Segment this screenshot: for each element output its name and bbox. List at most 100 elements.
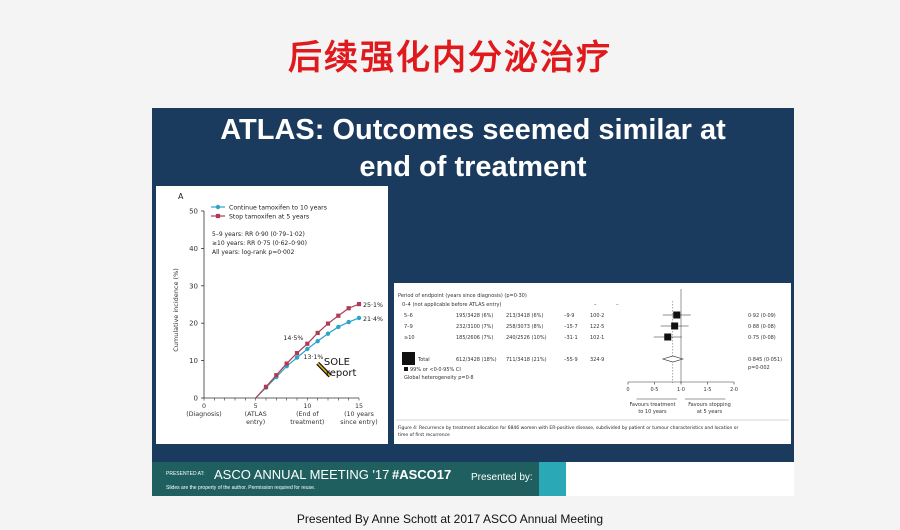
- data-point: [346, 306, 351, 311]
- ci-note-box: [404, 367, 408, 371]
- row-box: [664, 333, 672, 341]
- callout-arrow-highlight: [317, 362, 331, 377]
- total-label: Total: [417, 357, 430, 363]
- total-diamond: [661, 355, 684, 363]
- panel-label: A: [178, 192, 184, 201]
- footer-presented-by: Presented by:: [471, 472, 533, 483]
- data-point: [305, 341, 310, 346]
- data-point: [263, 384, 269, 389]
- chart-panel-a: A Cumulative incidence (%) 0 10 20 30 40 50 0(…: [156, 186, 388, 444]
- stat-line: 5–9 years: RR 0·90 (0·79–1·02): [212, 231, 305, 238]
- row-col2: 240/2526 (10%): [506, 335, 547, 341]
- row-label: 7–9: [404, 324, 413, 330]
- total-var: 324·9: [590, 357, 604, 363]
- row-rr: 0·75 (0·08): [748, 335, 776, 341]
- row-rr: 0·92 (0·09): [748, 313, 776, 319]
- y-axis-label: Cumulative incidence (%): [172, 268, 180, 352]
- favours-right-label: at 5 years: [697, 409, 723, 415]
- row-label: ≥10: [404, 335, 415, 341]
- value-annotation: 13·1%: [303, 354, 323, 361]
- total-col2: 711/3418 (21%): [506, 357, 547, 363]
- row-col1: 185/2606 (7%): [456, 335, 493, 341]
- data-point: [336, 324, 341, 330]
- chart-stats: 5–9 years: RR 0·90 (0·79–1·02) ≥10 years:…: [212, 231, 307, 256]
- footer-hashtag: #ASCO17: [392, 467, 452, 482]
- data-point: [294, 355, 300, 360]
- legend-marker: [215, 204, 221, 210]
- forest-header: Period of endpoint (years since diagnosi…: [398, 293, 527, 299]
- x-tick-label: entry): [246, 419, 265, 426]
- legend-label: Stop tamoxifen at 5 years: [229, 213, 309, 220]
- value-annotation: 21·4%: [363, 316, 383, 323]
- data-point: [315, 338, 320, 344]
- stat-line: ≥10 years: RR 0·75 (0·62–0·90): [212, 240, 307, 247]
- value-annotation: 14·5%: [283, 335, 303, 342]
- x-tick-label: (ATLAS: [245, 411, 267, 418]
- row-label: 5–6: [404, 313, 413, 319]
- x-tick-label: 0: [202, 403, 206, 410]
- x-tick-label: 15: [355, 403, 363, 410]
- bottom-caption: Presented By Anne Schott at 2017 ASCO An…: [296, 512, 604, 526]
- row-var: 102·1: [590, 335, 604, 341]
- forest-x-tick-label: 1·5: [704, 387, 712, 393]
- x-tick-label: 5: [254, 403, 258, 410]
- y-tick-label: 0: [194, 395, 198, 403]
- row-col1: 195/3428 (6%): [456, 313, 493, 319]
- forest-plot: Period of endpoint (years since diagnosi…: [396, 289, 789, 438]
- data-point: [294, 351, 300, 356]
- data-point: [315, 330, 320, 336]
- chart-annotations: 14·5% 13·1% 25·1% 21·4%: [283, 302, 383, 361]
- x-tick-label: treatment): [290, 419, 324, 426]
- total-col1: 612/3428 (18%): [456, 357, 497, 363]
- p-value: p=0·002: [748, 365, 770, 371]
- y-tick-label: 40: [189, 245, 198, 253]
- row-box: [673, 311, 681, 319]
- ci-note: 99% or <0·0·95% CI: [410, 367, 461, 373]
- row-var: 100·2: [590, 313, 604, 319]
- footer-accent: [539, 462, 567, 496]
- x-tick-label: (10 years: [344, 411, 374, 418]
- row-col2: 258/3073 (8%): [506, 324, 543, 330]
- data-point: [325, 321, 331, 326]
- data-point: [346, 319, 351, 325]
- data-point: [336, 313, 341, 318]
- slide-title-line-2: end of treatment: [359, 151, 587, 183]
- data-point: [356, 302, 362, 307]
- footer-meeting: ASCO ANNUAL MEETING '17: [214, 467, 390, 482]
- total-oe: –55·9: [564, 357, 578, 363]
- cumulative-incidence-chart: A Cumulative incidence (%) 010203040500(…: [172, 192, 383, 426]
- slide-title: ATLAS: Outcomes seemed similar at end of…: [152, 112, 794, 186]
- figure-caption: time of first recurrence: [398, 432, 450, 438]
- heterogeneity: Global heterogeneity p=0·8: [404, 375, 474, 381]
- favours-right-label: Favours stopping: [688, 402, 731, 408]
- x-tick-label: (End of: [296, 411, 319, 418]
- row-col2: 213/3418 (6%): [506, 313, 543, 319]
- forest-subheader: 0–4 (not applicable before ATLAS entry): [402, 302, 501, 308]
- legend-marker: [215, 213, 221, 219]
- stat-line: All years: log-rank p=0·002: [212, 249, 295, 256]
- forest-x-tick-label: 0·5: [651, 387, 659, 393]
- data-point: [305, 346, 310, 352]
- footer-presented-at: PRESENTED AT:: [166, 471, 205, 477]
- y-tick-label: 10: [189, 357, 198, 365]
- dash-cell: –: [616, 302, 619, 308]
- favours-left-label: Favours treatment: [629, 402, 675, 408]
- data-point: [274, 373, 279, 378]
- footer-white-area: [566, 462, 794, 496]
- forest-plot-panel: Period of endpoint (years since diagnosi…: [394, 283, 791, 444]
- row-col1: 232/3100 (7%): [456, 324, 493, 330]
- favours-left-label: to 10 years: [638, 409, 667, 415]
- legend-label: Continue tamoxifen to 10 years: [229, 204, 327, 211]
- footer-disclaimer: Slides are the property of the author. P…: [166, 485, 316, 491]
- y-tick-label: 20: [189, 320, 198, 328]
- x-tick-label: since entry): [340, 419, 377, 426]
- row-oe: –31·1: [564, 335, 578, 341]
- total-rr: 0·845 (0·051): [748, 357, 782, 363]
- row-box: [671, 322, 679, 330]
- callout-text: report: [326, 368, 357, 379]
- data-point: [284, 361, 289, 366]
- chart-legend: Continue tamoxifen to 10 years Stop tamox…: [211, 204, 327, 220]
- forest-x-tick-label: 1·0: [677, 387, 685, 393]
- forest-x-tick-label: 0: [626, 387, 629, 393]
